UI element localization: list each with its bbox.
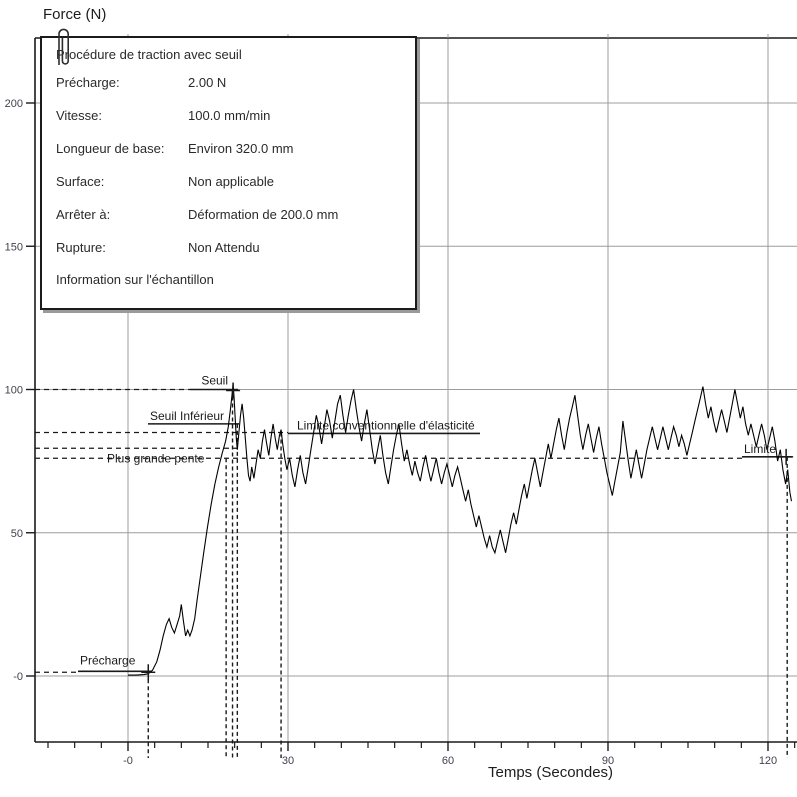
x-tick-label: 30 <box>282 755 294 767</box>
precharge-label: Précharge <box>80 653 136 667</box>
limite-label: Limite <box>744 442 776 456</box>
infobox-row-value: Non applicable <box>188 174 275 189</box>
infobox-row-value: 2.00 N <box>188 75 227 90</box>
procedure-rows: Précharge: 2.00 N Vitesse: 100.0 mm/min Long… <box>42 66 415 264</box>
infobox-row-value: Environ 320.0 mm <box>188 141 294 156</box>
x-tick-label: 120 <box>759 755 777 767</box>
procedure-title: Procédure de traction avec seuil <box>56 47 242 62</box>
x-tick-label: -0 <box>123 755 133 767</box>
infobox-row-label: Surface: <box>56 174 105 189</box>
infobox-row-label: Vitesse: <box>56 108 103 123</box>
y-axis-title: Force (N) <box>43 6 107 23</box>
infobox-row-label: Précharge: <box>56 75 120 90</box>
x-tick-label: 60 <box>442 755 454 767</box>
infobox-row: Surface: Non applicable <box>42 165 415 198</box>
seuil-inferieur-label: Seuil Inférieur <box>150 409 224 423</box>
x-tick-label: 90 <box>602 755 614 767</box>
force-curve <box>128 383 793 676</box>
infobox-row: Vitesse: 100.0 mm/min <box>42 99 415 132</box>
infobox-row-value: Non Attendu <box>188 240 260 255</box>
plus-grande-pente-label: Plus grande pente <box>107 451 205 465</box>
infobox-row: Rupture: Non Attendu <box>42 231 415 264</box>
y-tick-label: 100 <box>5 385 23 397</box>
procedure-info-box: Procédure de traction avec seuil Préchar… <box>40 36 417 310</box>
sample-information-link[interactable]: Information sur l'échantillon <box>56 272 214 287</box>
infobox-row-label: Arrêter à: <box>56 207 111 222</box>
limite-elasticite-label: Limite conventionnelle d'élasticité <box>297 418 475 432</box>
infobox-row-label: Longueur de base: <box>56 141 165 156</box>
paperclip-icon <box>58 28 69 65</box>
infobox-row-value: Déformation de 200.0 mm <box>188 207 339 222</box>
seuil-label: Seuil <box>201 374 228 388</box>
y-tick-label: -0 <box>13 671 23 683</box>
y-tick-label: 150 <box>5 241 23 253</box>
y-tick-label: 50 <box>11 528 23 540</box>
y-tick-label: 200 <box>5 98 23 110</box>
infobox-row-value: 100.0 mm/min <box>188 108 271 123</box>
infobox-row: Précharge: 2.00 N <box>42 66 415 99</box>
infobox-row: Arrêter à: Déformation de 200.0 mm <box>42 198 415 231</box>
infobox-row-label: Rupture: <box>56 240 106 255</box>
infobox-row: Longueur de base: Environ 320.0 mm <box>42 132 415 165</box>
x-axis-title: Temps (Secondes) <box>488 764 614 781</box>
